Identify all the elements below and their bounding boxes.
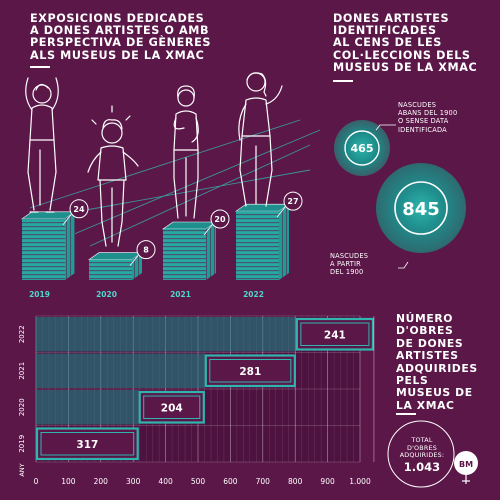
perspective-line: [29, 119, 301, 209]
bar-side-face: [65, 211, 75, 280]
acq-cumulative-fill: [36, 390, 139, 425]
acq-total-circle: [387, 420, 455, 488]
acq-xtick: 200: [94, 477, 109, 486]
total-label: TOTAL D'OBRES ADQUIRIDES:: [399, 436, 445, 460]
census-title-underline: [333, 80, 353, 82]
acq-xtick: 800: [288, 477, 303, 486]
acq-xtick: 700: [256, 477, 271, 486]
acq-bar-2021: [204, 354, 296, 388]
acq-year-2020: 2020: [18, 398, 26, 416]
acquisitions-chart: 317 2019 204 2020 281 2021 241 2022 ANY 0 100 200 30…: [18, 315, 455, 488]
exhibition-year-2021: 2021: [170, 290, 191, 299]
exhibition-year-2022: 2022: [243, 290, 264, 299]
acq-bar-inner-2020: [143, 395, 201, 419]
acq-cumulative-fill: [36, 317, 296, 352]
bar-front-face: [89, 259, 132, 280]
census-before-label: NASCUDES ABANS DEL 1900 O SENSE DATA IDE…: [398, 101, 458, 134]
acq-bar-inner-2021: [209, 359, 292, 383]
exhibition-bar-2022: [235, 203, 290, 280]
exhibition-bar-2020: [88, 252, 143, 280]
acq-value-2020: 204: [161, 402, 183, 414]
acq-value-2019: 317: [76, 439, 98, 451]
callout-leader: [203, 224, 213, 236]
exhibitions-title: EXPOSICIONS DEDICADES A DONES ARTISTES O…: [30, 12, 211, 62]
exhibition-year-2020: 2020: [96, 290, 117, 299]
logo-text: BM: [459, 460, 473, 469]
acq-bar-2020: [138, 390, 205, 424]
exhibitions-value-labels: 24 8 20 27: [62, 191, 303, 266]
acq-xtick: 500: [191, 477, 206, 486]
callout-circle: [210, 209, 230, 229]
woman-figure-2020: [87, 105, 139, 247]
acq-ylabel: ANY: [18, 463, 26, 476]
census-after-value: 845: [402, 199, 440, 220]
acq-year-2021: 2021: [18, 362, 26, 380]
acq-bar-inner-2022: [300, 322, 370, 346]
women-illustrations: [25, 72, 283, 247]
census-title: DONES ARTISTES IDENTIFICADES AL CENS DE …: [333, 12, 478, 74]
circle-after-1900: [376, 163, 466, 253]
bar-front-face: [163, 229, 206, 280]
woman-figure-2021: [173, 85, 199, 219]
exhibition-value-2020: 8: [143, 246, 149, 255]
callout-circle: [69, 199, 89, 219]
leader-before: [375, 124, 396, 131]
exhibition-value-2019: 24: [73, 205, 85, 214]
acq-cumulative-fill: [36, 353, 205, 388]
callout-circle: [283, 191, 303, 211]
woman-figure-2022: [238, 72, 283, 207]
exhibition-value-2022: 27: [287, 197, 298, 206]
circle-after-1900-ring: [394, 181, 448, 235]
acq-year-2022: 2022: [18, 325, 26, 343]
census-circles: 465 845: [334, 120, 466, 269]
logo-circle: [454, 451, 478, 475]
census-before-value: 465: [351, 142, 374, 155]
woman-figure-2019: [25, 77, 59, 213]
acq-xtick: 300: [126, 477, 141, 486]
exhibitions-year-labels: 2019 2020 2021 2022: [29, 290, 264, 299]
acquisitions-title-underline: [396, 413, 416, 415]
acq-xtick: 100: [61, 477, 76, 486]
exhibition-bar-2019: [21, 211, 76, 280]
acq-xtick: 400: [158, 477, 173, 486]
circle-before-1900: [334, 120, 390, 176]
exhibitions-bars: [21, 203, 290, 280]
exhibition-bar-2021: [162, 221, 217, 280]
census-after-label: NASCUDES A PARTIR DEL 1900: [330, 252, 369, 277]
exhibition-year-2019: 2019: [29, 290, 50, 299]
acquisitions-title: NÚMERO D'OBRES DE DONES ARTISTES ADQUIRI…: [396, 312, 478, 412]
callout-leader: [276, 206, 286, 218]
acq-year-2019: 2019: [18, 435, 26, 453]
exhibition-value-2021: 20: [214, 215, 226, 224]
bar-front-face: [22, 218, 65, 280]
exhibitions-title-underline: [30, 66, 50, 68]
leader-after: [398, 261, 409, 269]
acq-xtick: 900: [320, 477, 335, 486]
acq-xtick: 0: [34, 477, 39, 486]
circle-before-1900-ring: [344, 130, 380, 166]
acq-xtick: 1.000: [349, 477, 371, 486]
callout-leader: [62, 214, 72, 226]
perspective-line: [89, 144, 311, 247]
total-value: 1.043: [403, 460, 441, 474]
acq-value-2022: 241: [324, 329, 346, 341]
bar-side-face: [206, 222, 216, 280]
perspective-line: [59, 129, 321, 241]
bar-front-face: [236, 211, 279, 280]
bar-side-face: [279, 204, 289, 280]
acq-value-2021: 281: [239, 366, 261, 378]
acq-bar-2019: [35, 427, 139, 461]
acq-bar-2022: [295, 317, 375, 351]
total-block: BM: [454, 451, 478, 484]
callout-circle: [136, 240, 156, 260]
acq-xtick: 600: [223, 477, 238, 486]
acq-bar-inner-2019: [40, 432, 135, 456]
callout-leader: [129, 255, 139, 266]
